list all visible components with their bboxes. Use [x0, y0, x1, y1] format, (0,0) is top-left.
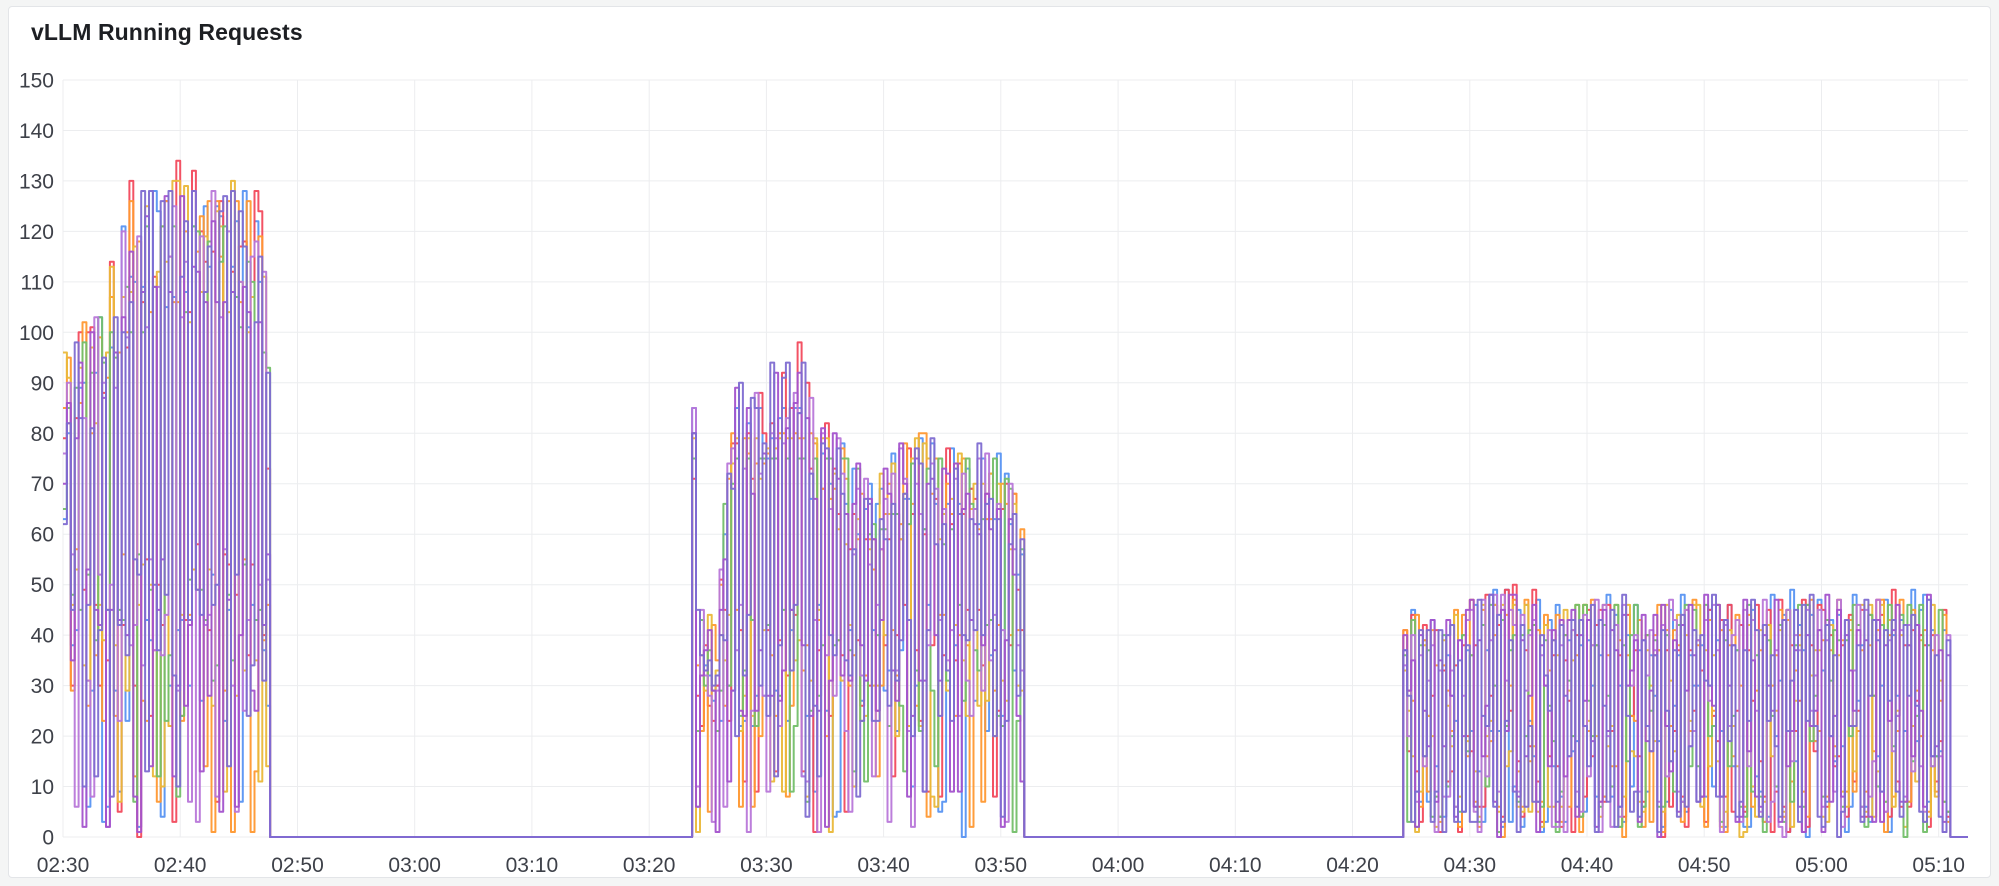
y-tick-label: 60 — [31, 524, 54, 547]
x-tick-label: 03:20 — [623, 854, 676, 877]
x-tick-label: 03:30 — [740, 854, 793, 877]
x-tick-label: 02:50 — [271, 854, 324, 877]
x-tick-label: 03:50 — [975, 854, 1028, 877]
y-tick-label: 130 — [19, 170, 54, 193]
x-tick-label: 04:20 — [1326, 854, 1379, 877]
x-tick-label: 04:40 — [1561, 854, 1614, 877]
x-tick-label: 03:00 — [388, 854, 441, 877]
y-tick-label: 120 — [19, 221, 54, 244]
series-line-series-8 — [63, 190, 1968, 838]
y-tick-label: 10 — [31, 776, 54, 799]
y-tick-label: 90 — [31, 372, 54, 395]
y-tick-label: 0 — [42, 827, 54, 850]
x-tick-label: 05:10 — [1912, 854, 1965, 877]
x-tick-label: 05:00 — [1795, 854, 1848, 877]
y-tick-label: 50 — [31, 574, 54, 597]
x-tick-label: 03:10 — [506, 854, 559, 877]
y-tick-label: 30 — [31, 675, 54, 698]
y-tick-label: 80 — [31, 423, 54, 446]
y-tick-label: 20 — [31, 726, 54, 749]
y-tick-label: 140 — [19, 120, 54, 143]
y-tick-label: 100 — [19, 322, 54, 345]
y-tick-label: 110 — [21, 271, 54, 294]
panel-title[interactable]: vLLM Running Requests — [31, 19, 303, 45]
x-tick-label: 04:50 — [1678, 854, 1731, 877]
x-tick-label: 04:30 — [1444, 854, 1497, 877]
x-axis: 02:30 02:40 02:50 03:00 03:10 03:20 03:30 03:40… — [37, 854, 1965, 877]
x-tick-label: 02:40 — [154, 854, 207, 877]
y-axis: 0 10 20 30 40 50 60 70 80 90 100 110 120 130 140 150 — [19, 70, 54, 850]
y-tick-label: 40 — [31, 625, 54, 648]
x-tick-label: 04:00 — [1092, 854, 1145, 877]
x-tick-label: 04:10 — [1209, 854, 1262, 877]
series-lines — [63, 159, 1968, 838]
y-tick-label: 150 — [19, 70, 54, 93]
x-tick-label: 02:30 — [37, 854, 90, 877]
x-tick-label: 03:40 — [857, 854, 910, 877]
y-tick-label: 70 — [31, 473, 54, 496]
